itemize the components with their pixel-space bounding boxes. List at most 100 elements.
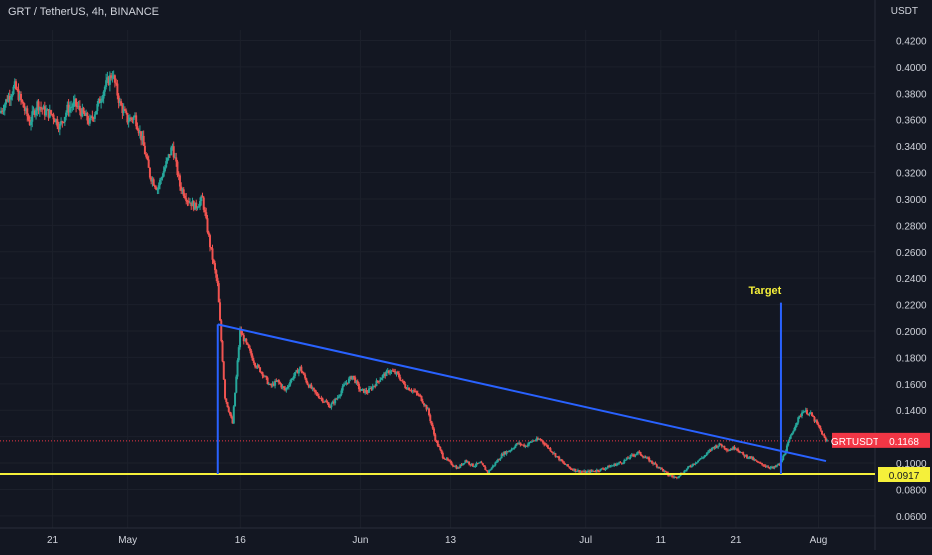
candle-body [140,131,143,141]
candle-body [191,201,194,207]
candle-body [47,109,50,118]
candle-body [495,461,498,463]
candle-body [220,320,223,342]
candle-body [158,179,161,186]
candle-body [460,464,463,466]
candle-body [465,460,468,463]
candle-body [461,463,464,466]
candle-body [614,463,617,466]
candle-body [591,470,594,472]
candle-body [742,452,745,455]
candle-body [183,195,186,199]
candle-body [375,380,378,387]
candle-body [172,146,175,158]
candle-body [548,447,551,449]
candle-body [589,470,592,473]
candle-body [244,338,247,342]
candle-body [700,457,703,459]
candle-body [629,455,632,459]
candle-body [212,259,215,264]
candle-body [335,398,338,400]
candle-body [549,448,552,452]
candle-body [478,462,481,464]
candle-body [809,412,812,414]
candle-body [545,444,548,446]
candle-body [280,383,283,388]
candle-body [500,454,503,459]
candle-body [485,469,488,471]
candle-body [286,386,289,388]
candle-body [31,111,34,122]
candle-body [765,466,768,468]
candle-body [633,455,636,457]
candle-body [578,470,581,473]
candle-body [78,105,81,111]
candle-body [170,147,173,156]
candle-body [215,270,218,278]
candle-body [625,457,628,460]
candle-body [624,459,627,461]
candle-body [86,112,89,121]
candle-body [98,98,101,103]
candle-body [434,434,437,441]
candle-body [456,467,459,469]
candle-body [96,103,99,111]
candle-body [279,382,282,384]
candle-body [411,390,414,392]
chart-title: GRT / TetherUS, 4h, BINANCE [8,6,160,18]
candle-body [234,392,237,407]
candle-body [76,106,79,108]
price-scale-unit: USDT [890,6,918,17]
candle-body [57,126,60,130]
candle-body [632,454,635,456]
candle-body [314,389,317,393]
candle-body [654,462,657,465]
candle-body [201,196,204,198]
candle-body [304,374,307,379]
candle-body [435,440,438,442]
candle-body [135,115,138,127]
candle-body [337,396,340,398]
candle-body [668,475,671,477]
candle-body [757,461,760,463]
candle-body [583,470,586,472]
candle-body [12,86,15,95]
candle-body [763,465,766,467]
candle-body [683,470,686,474]
candle-body [790,433,793,436]
candle-body [254,363,257,367]
candle-body [788,438,791,442]
candle-body [147,159,150,168]
candle-body [329,407,332,409]
candle-body [325,401,328,403]
candle-body [374,385,377,387]
candle-body [483,465,486,467]
candle-body [737,449,740,451]
candle-body [240,329,243,335]
candle-body [556,456,559,458]
candle-body [112,75,115,78]
candle-body [511,448,514,450]
candle-body [441,452,444,458]
candle-body [773,466,776,469]
candle-body [639,451,642,455]
candle-body [87,120,90,124]
candle-body [155,187,158,190]
candle-body [425,405,428,410]
candle-body [698,459,701,461]
candle-body [274,380,277,386]
candle-body [176,161,179,176]
candle-body [526,444,529,447]
candle-body [585,471,588,474]
candle-body [663,470,666,472]
candle-body [573,468,576,471]
candle-body [739,452,742,454]
candle-body [126,113,129,123]
candle-body [282,386,285,389]
y-tick-label: 0.1000 [896,459,927,470]
candle-body [423,403,426,406]
candle-body [344,383,347,385]
resistance-trendline[interactable] [217,323,827,463]
